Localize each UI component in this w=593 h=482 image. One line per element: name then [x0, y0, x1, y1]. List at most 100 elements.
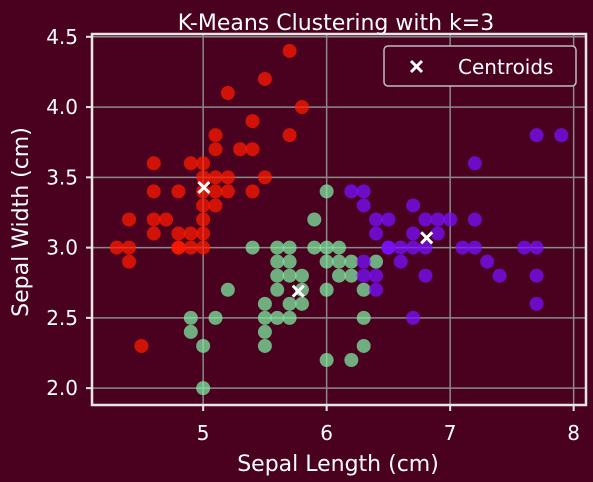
cluster-0-point [208, 184, 223, 199]
cluster-2-point [418, 212, 433, 227]
cluster-0-point [146, 156, 161, 171]
axis-ticks: 5 6 7 8 2.0 2.5 3.0 3.5 4.0 4.5 [46, 25, 580, 445]
y-tick-label: 4.0 [46, 95, 78, 119]
cluster-2-point [356, 268, 371, 283]
cluster-1-point [282, 296, 297, 311]
y-tick-label: 2.0 [46, 376, 78, 400]
cluster-2-point [430, 226, 445, 241]
cluster-1-point [356, 282, 371, 297]
cluster-1-point [319, 254, 334, 269]
cluster-0-point [122, 240, 137, 255]
y-tick-label: 4.5 [46, 25, 78, 49]
cluster-2-point [381, 240, 396, 255]
cluster-1-point [183, 310, 198, 325]
cluster-2-point [529, 268, 544, 283]
cluster-2-point [529, 296, 544, 311]
cluster-0-point [208, 142, 223, 157]
x-tick-label: 5 [197, 421, 210, 445]
cluster-1-point [332, 254, 346, 269]
centroid-marker [420, 231, 434, 245]
cluster-1-point [307, 212, 322, 227]
y-axis-label: Sepal Width (cm) [9, 127, 34, 317]
cluster-1-point [369, 254, 384, 269]
cluster-1-point [356, 338, 371, 353]
cluster-1-point [220, 282, 235, 297]
cluster-0-point [196, 170, 211, 185]
cluster-2-point [418, 240, 433, 255]
cluster-0-point [220, 170, 235, 185]
cluster-1-point [270, 254, 285, 269]
cluster-1-point [307, 240, 322, 255]
cluster-2-point [529, 240, 544, 255]
cluster-1-point [344, 353, 359, 368]
cluster-0-point [196, 226, 211, 241]
cluster-2-point [393, 254, 408, 269]
cluster-2-point [393, 240, 408, 255]
cluster-1-point [270, 240, 285, 255]
cluster-1-point [270, 310, 285, 325]
cluster-2-point [418, 268, 433, 283]
legend: Centroids [383, 45, 577, 87]
cluster-0-point [282, 128, 297, 143]
cluster-1-point [319, 184, 334, 199]
cluster-1-point [282, 310, 297, 325]
cluster-1-point [270, 282, 285, 297]
cluster-0-point [171, 240, 186, 255]
cluster-0-point [208, 128, 223, 143]
centroid-marker [197, 180, 211, 195]
legend-centroid-marker [409, 59, 424, 74]
cluster-1-point [332, 240, 346, 255]
cluster-0-point [220, 184, 235, 199]
cluster-0-point [134, 338, 149, 353]
cluster-2-point [369, 268, 384, 283]
cluster-2-point [356, 254, 371, 269]
cluster-1-point [319, 282, 334, 297]
cluster-1-point [257, 296, 272, 311]
chart-title: K-Means Clustering with k=3 [178, 11, 494, 36]
x-axis-label: Sepal Length (cm) [237, 452, 439, 477]
cluster-0-point [171, 226, 186, 241]
cluster-0-point [294, 100, 309, 115]
cluster-0-point [159, 212, 174, 227]
cluster-0-point [245, 184, 260, 199]
cluster-1-point [257, 324, 272, 339]
cluster-0-point [245, 114, 260, 129]
cluster-2-point [455, 240, 470, 255]
cluster-1-point [282, 268, 297, 283]
cluster-0-point [196, 240, 211, 255]
cluster-2-point [492, 268, 507, 283]
cluster-0-point [196, 156, 211, 171]
cluster-2-point [369, 226, 384, 241]
cluster-0-point [196, 212, 211, 227]
cluster-1-point [294, 296, 309, 311]
cluster-0-point [122, 212, 137, 227]
cluster-0-point [208, 170, 223, 185]
cluster-0-point [233, 142, 248, 157]
x-tick-label: 8 [567, 421, 580, 445]
cluster-2-point [356, 198, 371, 213]
cluster-1-point [344, 268, 359, 283]
cluster-0-point [171, 184, 186, 199]
cluster-2-point [467, 240, 482, 255]
cluster-2-point [480, 254, 495, 269]
cluster-2-point [554, 128, 569, 143]
cluster-2-point [406, 310, 421, 325]
cluster-1-point [294, 268, 309, 283]
plot-frame [90, 32, 588, 407]
cluster-1-point [183, 324, 198, 339]
cluster-2-point [406, 226, 421, 241]
cluster-2-point [430, 212, 445, 227]
cluster-0-point [183, 240, 198, 255]
cluster-0-point [109, 240, 124, 255]
centroid-markers [197, 180, 434, 298]
cluster-2-point [406, 240, 421, 255]
cluster-0-point [245, 142, 260, 157]
cluster-2-point [467, 212, 482, 227]
cluster-2-point [381, 212, 396, 227]
cluster-1-point [196, 338, 211, 353]
cluster-1-point [344, 254, 359, 269]
cluster-0-point [220, 86, 235, 101]
y-tick-label: 3.0 [46, 236, 78, 260]
cluster-2-point [369, 282, 384, 297]
